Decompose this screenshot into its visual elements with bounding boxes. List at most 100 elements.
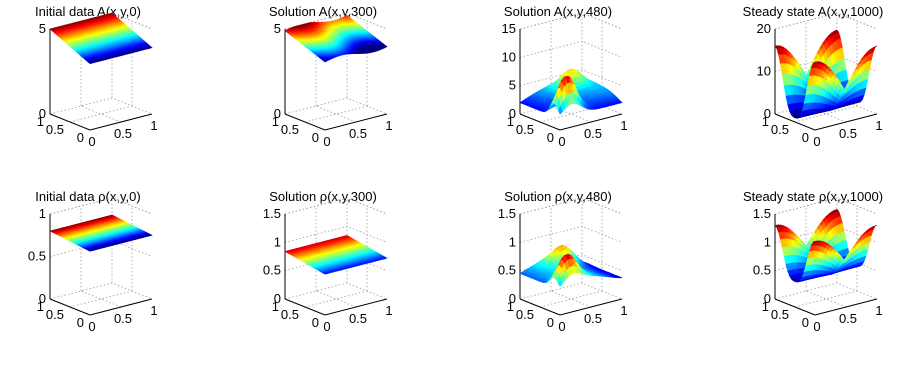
y-tick-label: 0.5: [516, 122, 534, 137]
surface: [519, 68, 623, 115]
gridline: [774, 12, 878, 30]
x-tick-label: 1: [875, 118, 882, 133]
y-tick-label: 0: [312, 315, 319, 330]
z-tick-label: 1: [764, 234, 771, 249]
x-tick-label: 0.5: [839, 126, 857, 141]
surface-patch: [146, 45, 153, 49]
gridline: [519, 69, 623, 87]
x-tick-label: 1: [620, 118, 627, 133]
x-tick-label: 0.5: [584, 126, 602, 141]
gridline: [80, 290, 122, 308]
z-tick-label: 0: [764, 106, 771, 121]
subplot-title: Solution A(x,y,300): [269, 4, 377, 19]
y-tick-label: 0: [547, 130, 554, 145]
y-tick-label: 0.5: [771, 307, 789, 322]
x-tick-label: 0: [813, 134, 820, 149]
y-tick-label: 0.5: [771, 122, 789, 137]
z-tick-label: 10: [502, 49, 516, 64]
gridline: [315, 290, 357, 308]
subplot-title: Solution A(x,y,480): [504, 4, 612, 19]
y-tick-label: 0: [802, 315, 809, 330]
z-tick-label: 1: [274, 234, 281, 249]
gridline: [284, 12, 388, 30]
y-tick-label: 1: [37, 299, 44, 314]
gridline: [315, 105, 357, 123]
x-axis-line: [89, 298, 153, 316]
x-tick-label: 1: [150, 118, 157, 133]
x-tick-label: 0.5: [114, 126, 132, 141]
y-axis-line: [49, 113, 91, 131]
x-tick-label: 0.5: [349, 311, 367, 326]
gridline: [49, 97, 153, 115]
surface-patch: [381, 44, 388, 49]
gridline: [304, 105, 368, 123]
surface: [519, 245, 623, 287]
y-tick-label: 0: [802, 130, 809, 145]
x-tick-label: 1: [385, 303, 392, 318]
y-tick-label: 1: [507, 299, 514, 314]
y-tick-label: 0.5: [46, 122, 64, 137]
gridline: [284, 97, 388, 115]
y-tick-label: 0.5: [46, 307, 64, 322]
subplot-8: Steady state ρ(x,y,1000)00.511.500 0.50.5…: [743, 189, 883, 334]
x-tick-label: 1: [150, 303, 157, 318]
z-tick-label: 0.5: [28, 249, 46, 264]
gridline: [519, 225, 623, 243]
surface: [284, 15, 388, 63]
z-tick-label: 5: [39, 21, 46, 36]
x-tick-label: 0.5: [349, 126, 367, 141]
z-tick-label: 0: [509, 106, 516, 121]
x-tick-label: 1: [620, 303, 627, 318]
surface: [774, 208, 878, 283]
y-axis-line: [519, 113, 561, 131]
z-tick-label: 1.5: [753, 206, 771, 221]
z-tick-label: 0: [39, 106, 46, 121]
gridline: [519, 12, 623, 30]
y-tick-label: 0.5: [516, 307, 534, 322]
z-tick-label: 15: [502, 21, 516, 36]
x-axis-line: [89, 113, 153, 131]
x-tick-label: 1: [385, 118, 392, 133]
x-tick-label: 0.5: [584, 311, 602, 326]
gridline: [49, 282, 153, 300]
surface-patch: [146, 234, 153, 237]
gridline: [550, 290, 592, 308]
y-tick-label: 1: [272, 114, 279, 129]
surface: [774, 29, 878, 119]
x-axis-line: [324, 113, 388, 131]
gridline: [49, 197, 153, 215]
x-tick-label: 0: [323, 319, 330, 334]
y-axis-line: [284, 113, 326, 131]
z-tick-label: 5: [274, 21, 281, 36]
subplot-7: Solution ρ(x,y,480)00.511.500 0.50.5 11: [498, 189, 628, 334]
gridline: [519, 282, 623, 300]
x-tick-label: 0: [323, 134, 330, 149]
y-tick-label: 1: [272, 299, 279, 314]
subplot-title: Solution ρ(x,y,300): [269, 189, 377, 204]
y-tick-label: 1: [37, 114, 44, 129]
z-tick-label: 0.5: [498, 263, 516, 278]
gridline: [794, 290, 858, 308]
x-tick-label: 0: [88, 319, 95, 334]
x-tick-label: 0.5: [839, 311, 857, 326]
z-tick-label: 1: [39, 206, 46, 221]
x-tick-label: 0: [558, 134, 565, 149]
subplot-title: Steady state ρ(x,y,1000): [743, 189, 883, 204]
gridline: [304, 290, 368, 308]
y-axis-line: [49, 298, 91, 316]
x-tick-label: 0: [558, 319, 565, 334]
y-tick-label: 0: [77, 315, 84, 330]
surface: [49, 214, 153, 252]
gridline: [69, 290, 133, 308]
subplot-title: Initial data ρ(x,y,0): [35, 189, 140, 204]
subplot-title: Steady state A(x,y,1000): [743, 4, 884, 19]
gridline: [519, 40, 623, 58]
gridline: [805, 290, 847, 308]
gridline: [774, 282, 878, 300]
z-tick-label: 1: [509, 234, 516, 249]
